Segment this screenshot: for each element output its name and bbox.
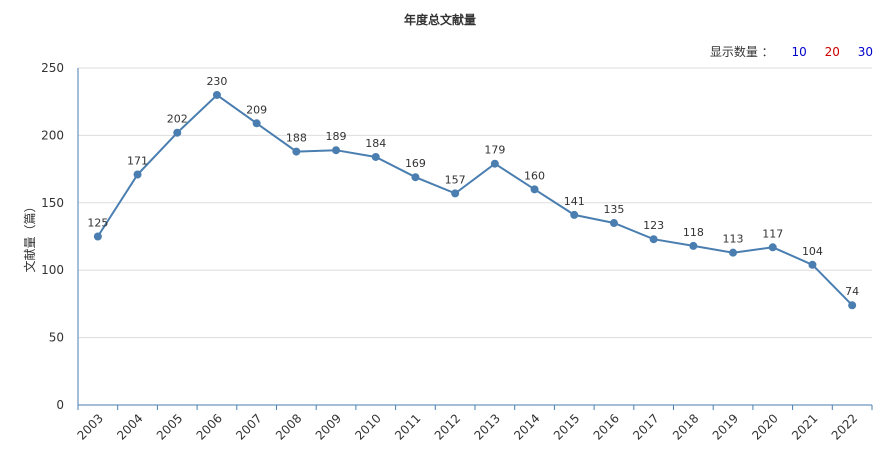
chart-title: 年度总文献量 [403,13,476,27]
data-point [689,241,698,250]
x-tick-label: 2009 [313,411,344,442]
display-count-option-30[interactable]: 30 [857,45,873,59]
data-label: 169 [405,157,426,170]
x-tick-label: 2008 [273,411,304,442]
data-points [93,90,857,310]
x-tick-labels: 2003 2004 2005 2006 2007 2008 2009 2010 2011 2012… [74,411,860,442]
data-point [212,90,221,99]
data-point [411,173,420,182]
x-tick-label: 2012 [432,411,463,442]
y-tick-label: 200 [41,128,64,142]
x-tick-label: 2015 [551,411,582,442]
data-label: 157 [445,173,466,186]
data-point [649,235,658,244]
data-label: 113 [723,233,744,246]
y-tick-label: 250 [41,61,64,75]
data-label: 160 [524,169,545,182]
data-label: 125 [87,217,108,230]
x-tick-label: 2022 [829,411,860,442]
y-tick-label: 150 [41,196,64,210]
x-tick-label: 2013 [471,411,502,442]
data-label: 141 [564,195,585,208]
data-point [848,301,857,310]
display-count-option-10[interactable]: 10 [791,45,807,59]
data-label: 230 [206,75,227,88]
data-label: 202 [167,113,188,126]
data-point [570,210,579,219]
data-label: 123 [643,219,664,232]
y-tick-labels: 0 50 100 150 200 250 [41,61,64,412]
data-point [768,243,777,252]
data-label: 171 [127,154,148,167]
x-tick-label: 2010 [352,411,383,442]
data-label: 209 [246,103,267,116]
data-label: 74 [845,285,859,298]
data-point [609,219,618,228]
x-tick-label: 2017 [630,411,661,442]
y-tick-label: 100 [41,263,64,277]
data-label: 184 [365,137,386,150]
x-tick-label: 2014 [511,411,542,442]
series-line [96,93,853,306]
data-label: 117 [762,227,783,240]
data-label: 188 [286,132,307,145]
display-count-option-20[interactable]: 20 [824,45,840,59]
data-point [292,147,301,156]
x-tick-label: 2007 [233,411,264,442]
display-count-label: 显示数量 ： [709,45,774,59]
data-labels: 125 171 202 230 209 188 189 184 169 157 179 160 141 1… [87,75,859,298]
data-label: 179 [484,144,505,157]
y-axis-label: 文献量（篇） [22,200,37,272]
display-count-selector: 显示数量 ： 10 20 30 [710,43,873,60]
data-label: 135 [603,203,624,216]
data-point [371,152,380,161]
data-label: 104 [802,245,823,258]
data-point [451,189,460,198]
x-tick-label: 2005 [154,411,185,442]
x-tick-label: 2004 [114,411,145,442]
data-point [490,159,499,168]
data-point [93,232,102,241]
data-point [332,146,341,155]
data-point [133,170,142,179]
data-label: 189 [326,130,347,143]
y-tick-label: 50 [49,331,64,345]
x-tick-label: 2019 [710,411,741,442]
x-tick-label: 2021 [789,411,820,442]
x-tick-label: 2006 [194,411,225,442]
x-tick-label: 2016 [591,411,622,442]
x-tick-label: 2018 [670,411,701,442]
grid-lines [78,67,872,339]
y-tick-label: 0 [56,398,64,412]
data-point [530,185,539,194]
data-label: 118 [683,226,704,239]
data-point [808,260,817,269]
axes [77,68,873,410]
x-tick-label: 2003 [74,411,105,442]
data-point [173,128,182,137]
x-tick-label: 2020 [749,411,780,442]
data-point [252,119,261,128]
data-point [729,248,738,257]
x-tick-label: 2011 [392,411,423,442]
